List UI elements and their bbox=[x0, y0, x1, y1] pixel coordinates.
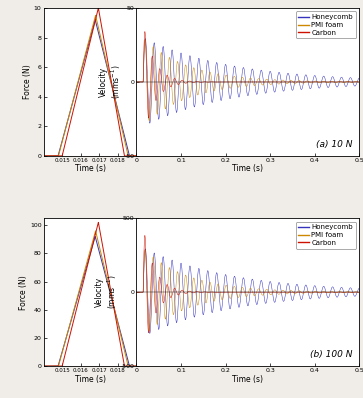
X-axis label: Time (s): Time (s) bbox=[232, 164, 264, 174]
Text: (b) 100 N: (b) 100 N bbox=[310, 350, 353, 359]
X-axis label: Time (s): Time (s) bbox=[74, 164, 106, 174]
X-axis label: Time (s): Time (s) bbox=[74, 375, 106, 384]
Y-axis label: Velocity
(mms$^{-1}$): Velocity (mms$^{-1}$) bbox=[98, 65, 123, 99]
Text: (a) 10 N: (a) 10 N bbox=[316, 140, 353, 148]
Y-axis label: Force (N): Force (N) bbox=[23, 64, 32, 100]
Legend: Honeycomb, PMI foam, Carbon: Honeycomb, PMI foam, Carbon bbox=[295, 222, 356, 249]
Legend: Honeycomb, PMI foam, Carbon: Honeycomb, PMI foam, Carbon bbox=[295, 12, 356, 39]
Y-axis label: Force (N): Force (N) bbox=[20, 275, 28, 310]
X-axis label: Time (s): Time (s) bbox=[232, 375, 264, 384]
Y-axis label: Velocity
(mms$^{-1}$): Velocity (mms$^{-1}$) bbox=[95, 275, 119, 309]
